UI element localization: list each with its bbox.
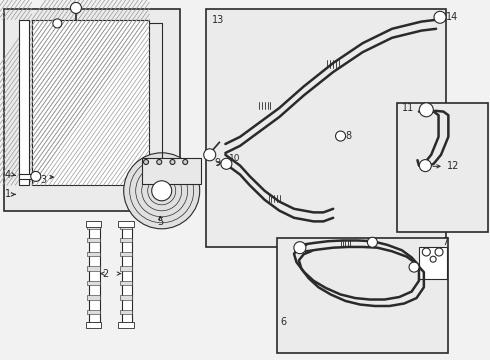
Bar: [87, 310, 100, 314]
Text: 9: 9: [215, 158, 221, 168]
Bar: [86, 322, 101, 328]
Text: 11: 11: [402, 103, 414, 113]
Bar: [120, 295, 132, 300]
Text: 8: 8: [345, 131, 352, 141]
Bar: [19, 174, 31, 179]
Text: 12: 12: [447, 161, 459, 171]
Circle shape: [183, 159, 188, 165]
Circle shape: [419, 103, 433, 117]
Bar: [122, 223, 132, 326]
Bar: [118, 221, 134, 227]
Circle shape: [157, 159, 162, 165]
Text: 6: 6: [280, 317, 286, 327]
Bar: [4, 9, 180, 211]
Circle shape: [123, 153, 200, 229]
Bar: [32, 20, 149, 185]
Bar: [120, 281, 132, 285]
Circle shape: [71, 3, 81, 13]
Bar: [118, 322, 134, 328]
Bar: [120, 225, 132, 229]
Bar: [120, 322, 132, 327]
Bar: [397, 103, 488, 232]
Circle shape: [419, 159, 431, 172]
Bar: [206, 9, 446, 247]
Circle shape: [144, 159, 148, 165]
Circle shape: [409, 262, 419, 272]
Bar: [86, 221, 101, 227]
Bar: [89, 223, 100, 326]
Text: 3: 3: [41, 175, 47, 185]
Circle shape: [336, 131, 345, 141]
Circle shape: [434, 11, 446, 23]
Bar: [277, 238, 448, 353]
Bar: [120, 252, 132, 256]
Circle shape: [435, 248, 443, 256]
Circle shape: [31, 171, 41, 181]
Bar: [87, 225, 100, 229]
Bar: [87, 238, 100, 242]
Bar: [19, 20, 29, 185]
Circle shape: [170, 159, 175, 165]
Bar: [87, 295, 100, 300]
Bar: [142, 158, 201, 184]
Circle shape: [294, 242, 306, 254]
Circle shape: [221, 158, 232, 169]
Text: 5: 5: [157, 217, 163, 228]
Circle shape: [53, 19, 62, 28]
Text: 2: 2: [102, 269, 108, 279]
Bar: [120, 238, 132, 242]
Bar: [87, 266, 100, 271]
Bar: [87, 252, 100, 256]
Text: 14: 14: [446, 12, 458, 22]
Circle shape: [368, 237, 377, 247]
Text: 4: 4: [5, 170, 11, 180]
Text: 7: 7: [442, 237, 449, 247]
Bar: [120, 310, 132, 314]
Circle shape: [152, 181, 172, 201]
Circle shape: [430, 256, 436, 262]
Text: 1: 1: [5, 189, 11, 199]
Text: 10: 10: [229, 154, 240, 163]
Circle shape: [204, 149, 216, 161]
Bar: [120, 266, 132, 271]
Circle shape: [422, 248, 430, 256]
Bar: [87, 322, 100, 327]
Text: 13: 13: [212, 15, 224, 25]
Bar: [419, 247, 447, 279]
Bar: [87, 281, 100, 285]
